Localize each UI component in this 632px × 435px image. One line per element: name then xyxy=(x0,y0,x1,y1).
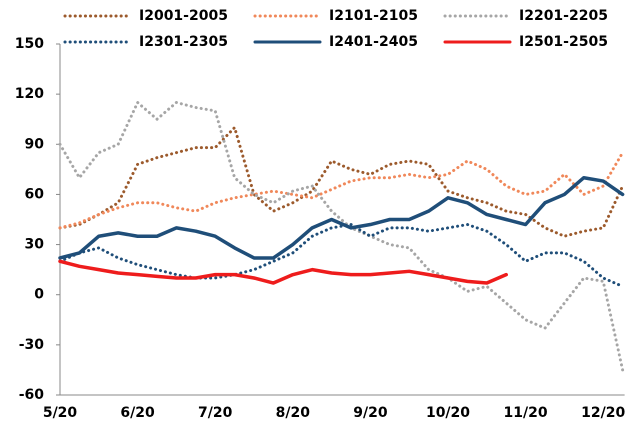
series-line xyxy=(58,101,625,372)
series-line xyxy=(58,223,625,288)
y-tick-label: -30 xyxy=(19,337,45,353)
y-tick-label: 60 xyxy=(25,186,45,202)
legend-label: I2301-2305 xyxy=(139,34,228,50)
series-line xyxy=(58,259,508,285)
x-tick-label: 8/20 xyxy=(276,405,311,421)
y-tick-label: 30 xyxy=(25,237,45,253)
legend-label: I2401-2405 xyxy=(329,34,418,50)
x-tick-label: 7/20 xyxy=(198,405,233,421)
x-tick-label: 5/20 xyxy=(43,405,78,421)
y-tick-label: 120 xyxy=(15,86,44,102)
x-tick-label: 9/20 xyxy=(353,405,388,421)
x-tick-label: 10/20 xyxy=(426,405,470,421)
legend-label: I2201-2205 xyxy=(519,8,608,24)
x-tick-label: 12/20 xyxy=(581,405,625,421)
legend-label: I2101-2105 xyxy=(329,8,418,24)
legend-label: I2501-2505 xyxy=(519,34,608,50)
y-tick-label: 150 xyxy=(15,36,44,52)
x-tick-label: 6/20 xyxy=(120,405,155,421)
y-tick-label: 0 xyxy=(34,287,44,303)
y-tick-label: 90 xyxy=(25,136,45,152)
series-line xyxy=(58,126,625,238)
legend-label: I2001-2005 xyxy=(139,8,228,24)
series-line xyxy=(58,151,625,230)
series-line xyxy=(58,175,625,260)
y-tick-label: -60 xyxy=(19,387,45,403)
x-tick-label: 11/20 xyxy=(504,405,548,421)
